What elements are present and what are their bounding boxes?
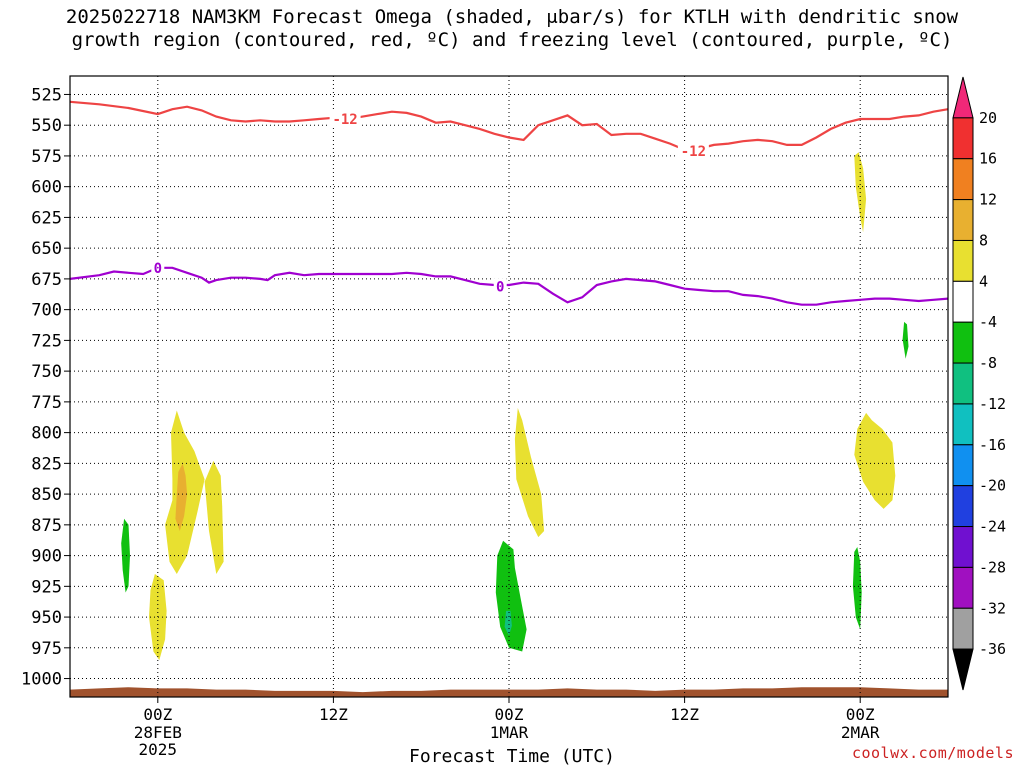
legend-swatch (952, 648, 974, 691)
color-legend: 20 16 12 8 4 -4 -8 -12 -16 -20 -24 -28 -32 -36 (952, 76, 1006, 691)
legend-swatch (952, 403, 974, 446)
legend-swatch (952, 199, 974, 241)
y-tick-label: 1000 (21, 670, 62, 690)
y-tick-label: 700 (31, 301, 62, 321)
x-tick-date: 28FEB (134, 723, 182, 742)
legend-label: -20 (979, 477, 1006, 495)
legend-label: -28 (979, 558, 1006, 576)
y-tick-label: 575 (31, 147, 62, 167)
contour-label: -12 (332, 112, 357, 128)
chart-title-line2: growth region (contoured, red, ºC) and f… (71, 29, 953, 51)
omega-region-10 (902, 321, 909, 359)
x-axis-label: Forecast Time (UTC) (409, 746, 615, 767)
y-tick-label: 775 (31, 393, 62, 413)
omega-region-4 (121, 518, 130, 593)
omega-region-6 (495, 540, 527, 652)
omega-region-11 (852, 547, 862, 630)
legend-swatch (952, 280, 974, 323)
contour-label-bg (151, 259, 165, 275)
legend-swatch (952, 321, 974, 364)
legend-label: -36 (979, 640, 1006, 658)
y-tick-label: 550 (31, 116, 62, 136)
contour-layer: -12 -12 0 0 (69, 100, 949, 306)
legend-label: -4 (979, 313, 997, 331)
contour-label: -12 (681, 144, 706, 160)
legend-swatch (952, 158, 974, 201)
omega-region-2 (204, 460, 224, 574)
contour-label: 0 (154, 261, 162, 277)
omega-shading-layer (121, 152, 909, 661)
legend-swatch (952, 607, 974, 650)
contour-line-1 (69, 266, 949, 306)
y-tick-label: 625 (31, 208, 62, 228)
x-tick-label: 00Z (495, 705, 524, 724)
legend-swatch (952, 566, 974, 609)
legend-swatch (952, 239, 974, 282)
legend-swatch (952, 444, 974, 487)
legend-swatch (952, 485, 974, 528)
legend-label: 8 (979, 231, 988, 249)
contour-label-bg (493, 278, 507, 294)
chart-title: 2025022718 NAM3KM Forecast Omega (shaded… (0, 6, 1024, 52)
y-tick-label: 675 (31, 270, 62, 290)
x-tick-label: 12Z (319, 705, 348, 724)
contour-label: 0 (496, 279, 504, 295)
y-tick-label: 850 (31, 485, 62, 505)
legend-label: 20 (979, 109, 997, 127)
legend-label: -32 (979, 599, 1006, 617)
omega-region-3 (149, 574, 167, 661)
credit-text: coolwx.com/models (851, 744, 1014, 762)
x-tick-date: 2MAR (841, 723, 880, 742)
x-tick-label: 00Z (143, 705, 172, 724)
omega-region-8 (854, 412, 896, 509)
y-tick-label: 525 (31, 85, 62, 105)
omega-region-5 (514, 408, 545, 538)
legend-swatch (952, 526, 974, 568)
contour-label-bg (677, 143, 709, 159)
legend-label: -24 (979, 518, 1006, 536)
y-tick-label: 750 (31, 362, 62, 382)
x-tick-date: 1MAR (490, 723, 529, 742)
legend-label: -8 (979, 354, 997, 372)
y-tick-label: 800 (31, 424, 62, 444)
plot-frame (69, 75, 949, 698)
y-tick-label: 725 (31, 331, 62, 351)
x-tick-year: 2025 (139, 740, 178, 759)
x-tick-label: 12Z (670, 705, 699, 724)
y-tick-label: 900 (31, 547, 62, 567)
y-tick-label: 600 (31, 178, 62, 198)
omega-region-1 (175, 463, 188, 531)
legend-swatch (952, 76, 974, 119)
x-tick-label: 00Z (846, 705, 875, 724)
y-tick-label: 925 (31, 577, 62, 597)
axes-layer: 525 550 575 600 625 650 675 700 725 750 775 800 825 8… (21, 75, 949, 759)
legend-label: 16 (979, 150, 997, 168)
y-tick-label: 825 (31, 454, 62, 474)
legend-label: -12 (979, 395, 1006, 413)
y-tick-label: 950 (31, 608, 62, 628)
y-tick-label: 875 (31, 516, 62, 536)
contour-line-0 (69, 100, 949, 151)
legend-swatch (952, 362, 974, 405)
contour-label-bg (329, 111, 361, 127)
legend-swatch (952, 117, 974, 160)
chart-title-line1: 2025022718 NAM3KM Forecast Omega (shaded… (65, 6, 959, 28)
legend-label: -16 (979, 436, 1006, 454)
y-tick-label: 975 (31, 639, 62, 659)
legend-label: 4 (979, 272, 988, 290)
y-tick-label: 650 (31, 239, 62, 259)
legend-label: 12 (979, 191, 997, 209)
